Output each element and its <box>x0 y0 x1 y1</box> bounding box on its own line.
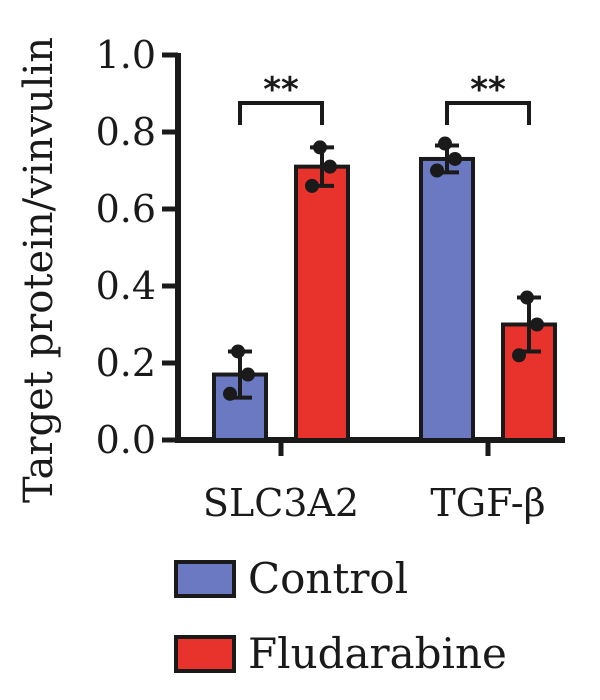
y-tick-label: 0.2 <box>96 341 156 385</box>
y-tick-label: 0.0 <box>96 418 156 462</box>
significance-bracket <box>445 101 531 125</box>
data-point <box>305 178 319 193</box>
significance-label: ** <box>470 70 506 110</box>
legend-label: Fludarabine <box>248 629 507 678</box>
chart-legend: Control Fludarabine <box>174 554 507 678</box>
x-category-label: TGF-β <box>430 481 545 525</box>
y-tick-label: 0.8 <box>96 110 156 154</box>
data-point <box>241 367 255 382</box>
y-tick-label: 0.6 <box>96 187 156 231</box>
significance-label: ** <box>263 70 299 110</box>
legend-swatch <box>174 560 236 598</box>
data-point <box>223 386 237 401</box>
chart-bars <box>212 136 557 442</box>
y-axis-title: Target protein/vinvulin <box>16 37 62 503</box>
data-point <box>313 140 327 155</box>
x-category-label: SLC3A2 <box>203 481 359 525</box>
data-point <box>512 348 526 363</box>
data-point <box>323 159 337 174</box>
legend-label: Control <box>248 554 408 603</box>
data-point <box>430 163 444 178</box>
significance-annotations: ** ** <box>238 70 531 125</box>
chart-axes: 0.0 0.2 0.4 0.6 0.8 1.0 SLC3A2 TGF-β <box>96 33 565 525</box>
data-point <box>231 344 245 359</box>
data-point <box>438 136 452 151</box>
significance-bracket <box>238 101 324 125</box>
bar <box>294 164 350 442</box>
data-point <box>530 317 544 332</box>
legend-swatch <box>174 635 236 673</box>
data-point <box>520 290 534 305</box>
y-tick-label: 0.4 <box>96 264 156 308</box>
data-point <box>448 151 462 166</box>
y-tick-label: 1.0 <box>96 33 156 77</box>
bar <box>419 156 475 442</box>
